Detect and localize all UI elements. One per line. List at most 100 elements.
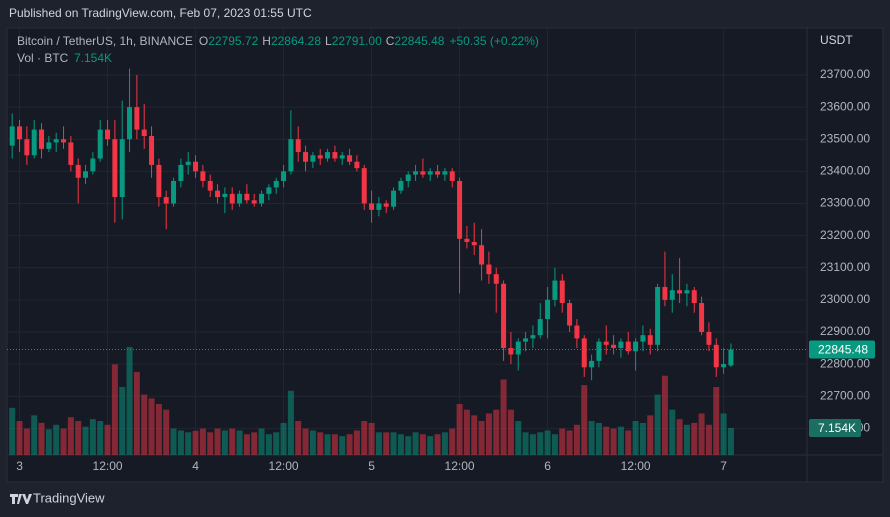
volume-bar — [221, 430, 228, 455]
volume-bar — [397, 434, 404, 455]
candle-body — [112, 139, 118, 198]
candle-body — [266, 187, 272, 194]
volume-bar — [104, 424, 111, 455]
candle-body — [427, 171, 433, 175]
volume-bar — [485, 413, 492, 455]
volume-bar — [236, 430, 243, 455]
candle-body — [163, 197, 169, 204]
volume-bar — [207, 432, 214, 455]
volume-bar — [647, 415, 654, 455]
volume-bar — [581, 385, 588, 455]
candle-body — [31, 129, 37, 156]
volume-box — [809, 418, 861, 437]
volume-bar — [346, 434, 353, 455]
candle-body — [486, 264, 492, 275]
volume-value: 7.154K — [74, 51, 112, 65]
volume-bar — [170, 428, 177, 455]
volume-bar — [529, 434, 536, 455]
volume-bar — [727, 427, 734, 455]
volume-bar — [441, 432, 448, 455]
volume-bar — [317, 432, 324, 455]
x-tick-label: 12:00 — [621, 459, 651, 473]
volume-bar — [295, 421, 302, 455]
ohlc-value: 22845.48 — [394, 34, 444, 48]
y-tick-label: 23200.00 — [820, 228, 870, 242]
candle-body — [61, 139, 67, 143]
candle-body — [515, 341, 521, 355]
candle-body — [699, 303, 705, 332]
candle-body — [310, 155, 316, 162]
candle-body — [501, 283, 507, 349]
volume-bar — [214, 428, 221, 455]
y-tick-label: 23600.00 — [820, 99, 870, 113]
volume-bar — [82, 426, 89, 455]
volume-bar — [243, 434, 250, 455]
ohlc-name: H — [262, 34, 271, 48]
volume-bar — [698, 413, 705, 455]
candle-body — [559, 280, 565, 304]
candle-body — [156, 164, 162, 198]
volume-bar — [661, 375, 668, 455]
candle-body — [449, 171, 455, 181]
volume-bar — [111, 364, 118, 455]
candle-body — [119, 139, 125, 198]
volume-bar — [566, 430, 573, 455]
volume-bar — [559, 428, 566, 455]
volume-bar — [53, 424, 60, 455]
y-tick-label: 23300.00 — [820, 196, 870, 210]
candle-body — [625, 341, 631, 352]
volume-bar — [427, 436, 434, 455]
volume-bar — [258, 428, 265, 455]
volume-bar — [654, 394, 661, 455]
volume-bar — [361, 421, 368, 455]
candle-body — [684, 290, 690, 294]
volume-bar — [119, 387, 126, 455]
candle-body — [17, 126, 23, 140]
candle-body — [339, 155, 345, 159]
candle-body — [669, 290, 675, 300]
candle-body — [581, 338, 587, 368]
candle-body — [537, 319, 543, 336]
candle-body — [229, 193, 235, 204]
volume — [9, 347, 734, 455]
ohlc-name: C — [386, 34, 395, 48]
volume-bar — [309, 430, 316, 455]
candle-body — [574, 325, 580, 339]
volume-bar — [683, 424, 690, 455]
volume-bar — [75, 421, 82, 455]
candle-body — [662, 286, 668, 300]
y-tick-label: 23000.00 — [820, 292, 870, 306]
candle-body — [369, 203, 375, 210]
volume-bar — [412, 432, 419, 455]
candle-body — [552, 280, 558, 300]
candle-body — [405, 174, 411, 181]
volume-bar — [544, 430, 551, 455]
candle-body — [251, 200, 257, 204]
candle-body — [376, 203, 382, 210]
volume-bar — [67, 417, 74, 455]
candle-body — [596, 341, 602, 361]
volume-bar — [449, 428, 456, 455]
y-tick-label: 23700.00 — [820, 67, 870, 81]
x-tick-label: 12:00 — [445, 459, 475, 473]
volume-bar — [471, 415, 478, 455]
x-tick-label: 12:00 — [93, 459, 123, 473]
volume-title: Vol · BTC — [17, 51, 69, 65]
candle-body — [193, 161, 199, 172]
candle-body — [603, 341, 609, 345]
volume-bar — [632, 421, 639, 455]
volume-bar — [522, 432, 529, 455]
volume-bar — [617, 426, 624, 455]
volume-bar — [148, 398, 155, 455]
candle-body — [567, 303, 573, 326]
candle-body — [273, 180, 279, 188]
candle-body — [9, 126, 15, 146]
candle-body — [611, 344, 617, 349]
candle-body — [75, 164, 81, 178]
candle-body — [545, 299, 551, 320]
candle-body — [435, 171, 441, 175]
candle-body — [464, 238, 470, 243]
candle-body — [361, 168, 367, 204]
